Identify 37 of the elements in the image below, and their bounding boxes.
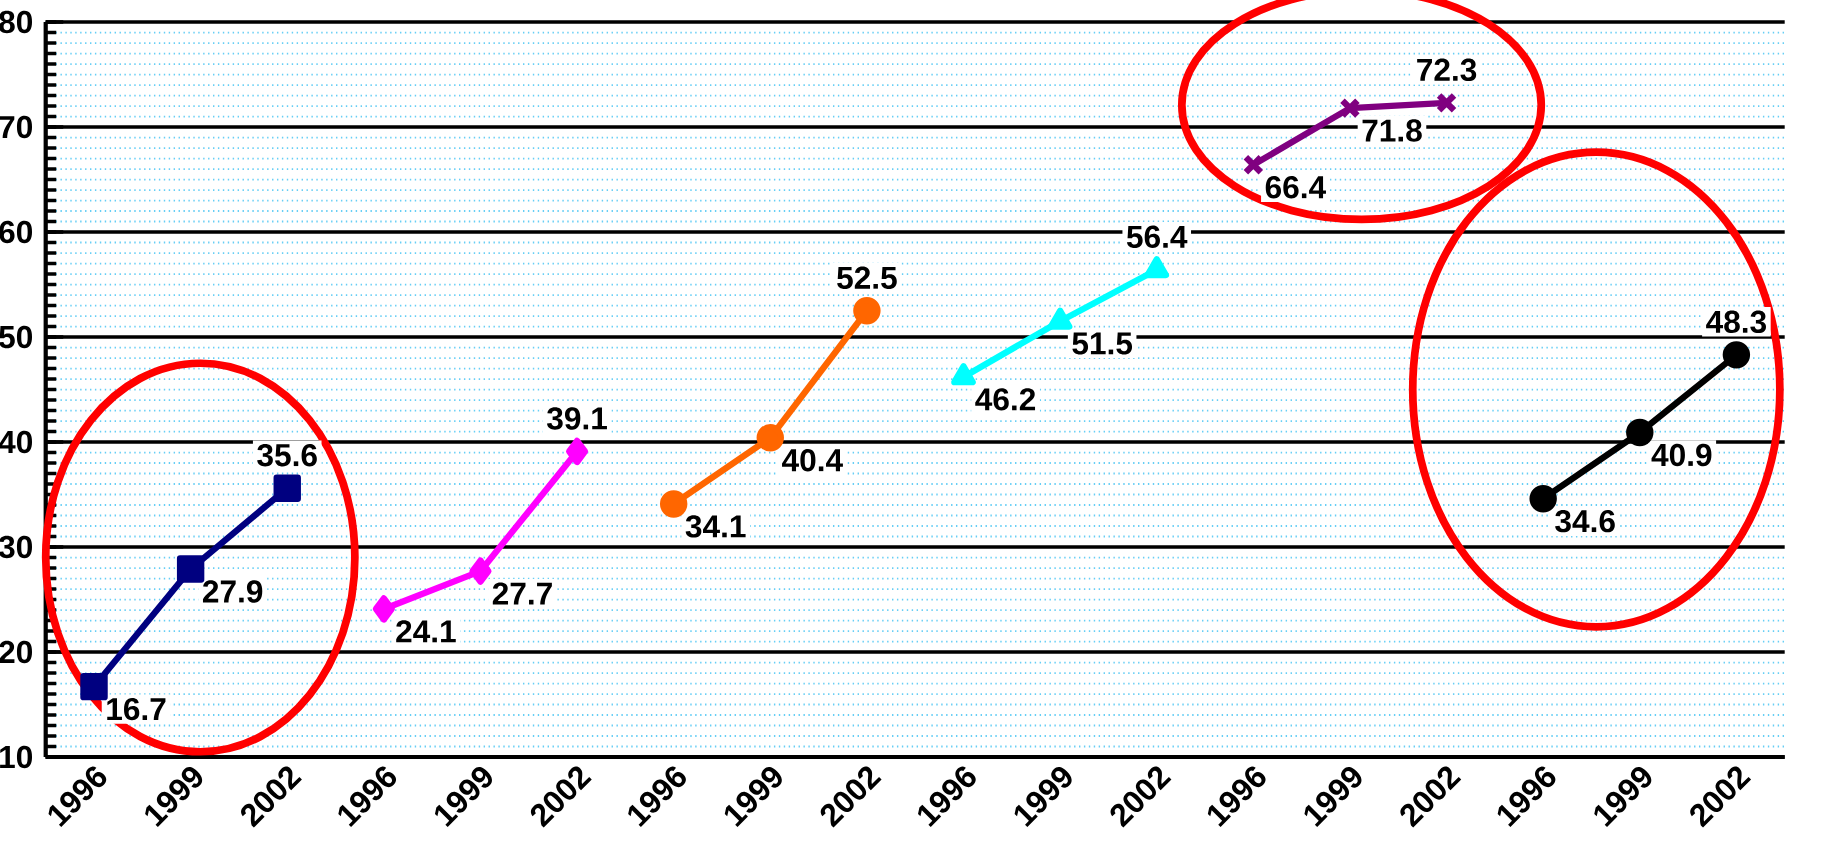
data-label: 34.6 [1555,509,1615,533]
point [372,595,395,623]
data-label: 46.2 [975,388,1036,411]
data-label: 35.6 [257,443,317,467]
data-label: 66.4 [1265,176,1326,199]
point [756,424,784,452]
point [176,555,205,583]
data-label: 71.8 [1362,119,1422,142]
data-label: 40.4 [782,449,843,472]
data-label: 48.3 [1706,310,1766,334]
data-label: 56.4 [1126,225,1188,249]
data-label: 34.1 [685,515,746,538]
data-label: 16.7 [107,697,166,721]
data-label: 39.1 [547,407,607,430]
point [565,437,589,466]
data-label: 24.1 [396,620,456,643]
y-tick-label: 10 [0,745,33,769]
data-label: 72.3 [1417,58,1477,82]
y-tick-label: 60 [0,220,33,244]
y-tick-label: 50 [0,325,33,349]
point [80,672,108,701]
y-tick-label: 80 [0,10,33,34]
y-tick-label: 20 [0,640,33,664]
data-label: 52.5 [837,266,897,289]
y-tick-label: 70 [0,115,33,139]
data-label: 27.9 [202,580,263,603]
point [1242,154,1264,176]
data-label: 40.9 [1651,443,1712,467]
point [469,557,492,585]
point [1722,341,1751,369]
point [1529,484,1557,513]
point [853,297,881,325]
data-label: 27.7 [492,582,552,605]
point [273,474,301,502]
point [1435,92,1458,114]
point [1339,97,1361,119]
data-label: 51.5 [1072,332,1133,355]
